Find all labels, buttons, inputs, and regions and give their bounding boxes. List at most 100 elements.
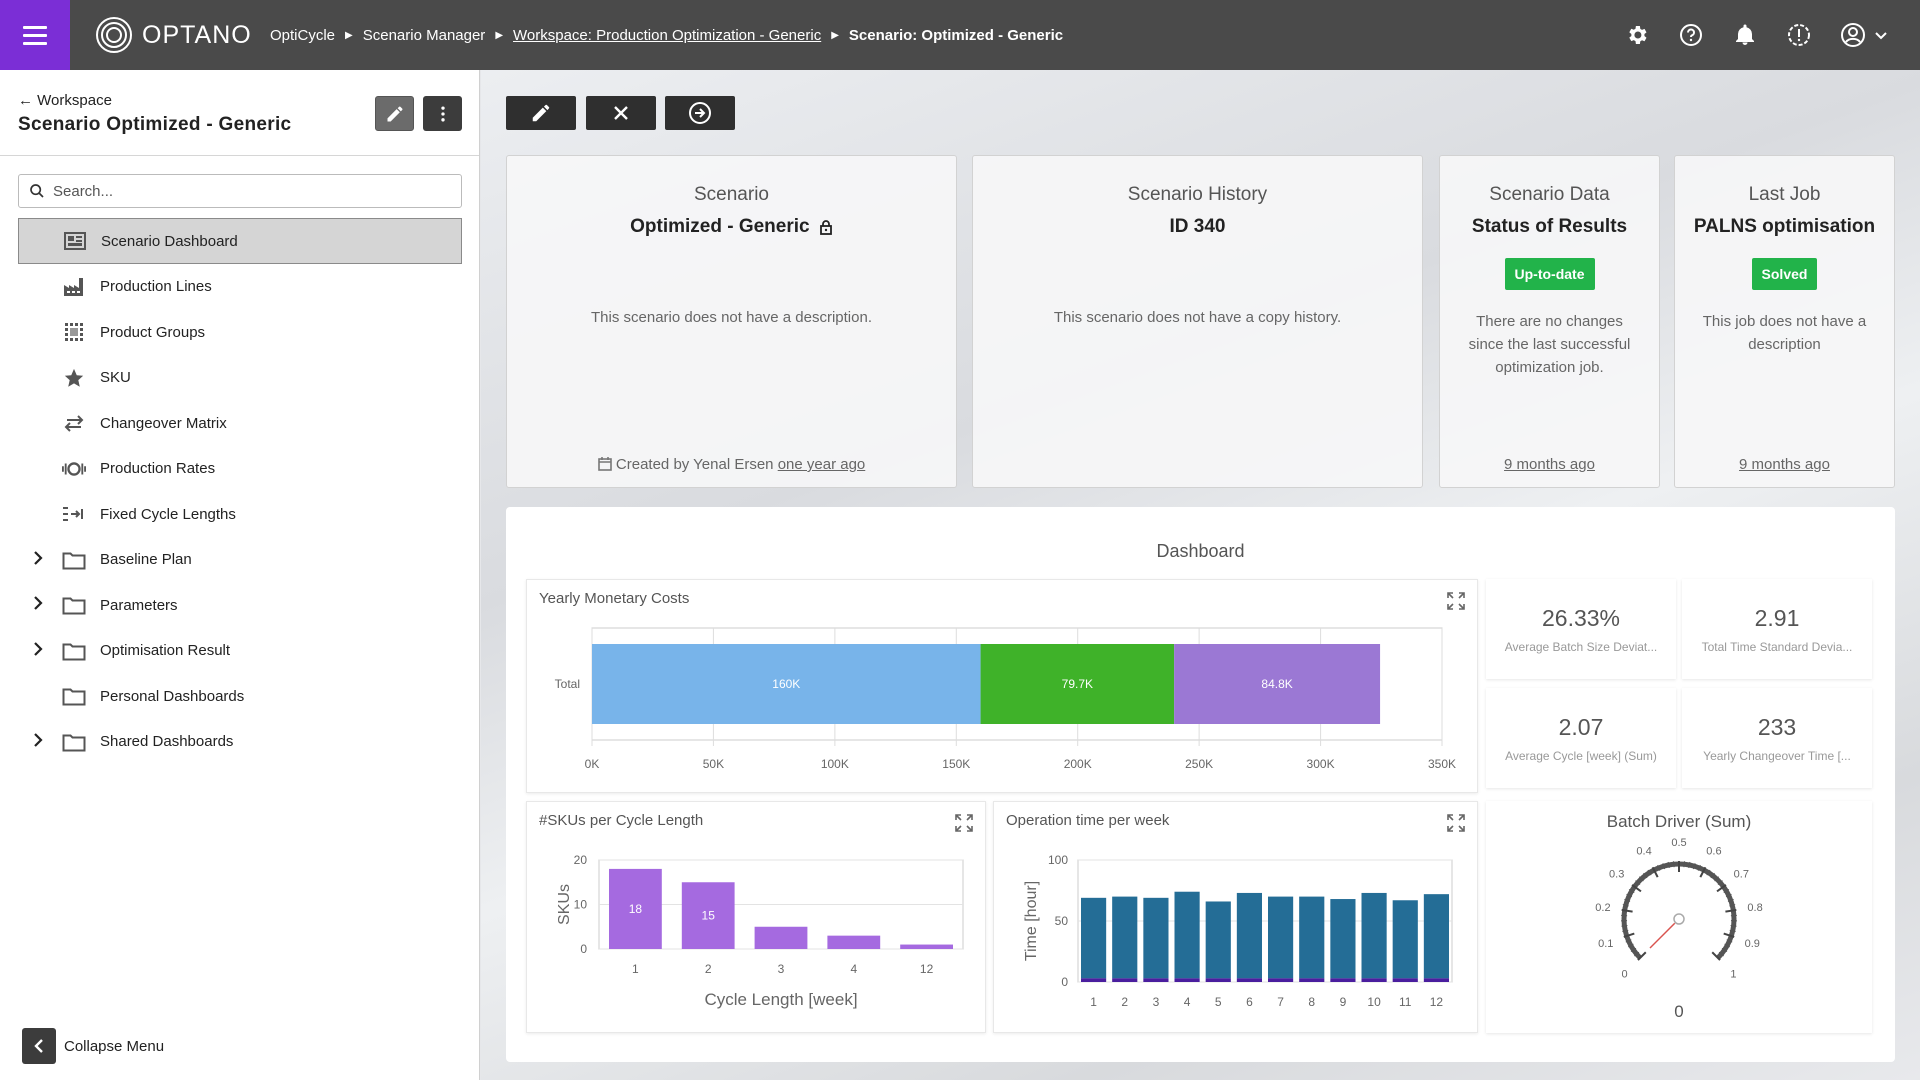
sidebar-item-fixed-cycle-lengths[interactable]: Fixed Cycle Lengths xyxy=(18,492,462,538)
sidebar-item-baseline-plan[interactable]: Baseline Plan xyxy=(18,537,462,583)
collapse-menu-label: Collapse Menu xyxy=(64,1037,165,1055)
x-tick-label: 3 xyxy=(1153,995,1160,1009)
more-vertical-icon xyxy=(440,106,445,121)
updated-time-link[interactable]: 9 months ago xyxy=(1504,456,1595,473)
bar xyxy=(1112,896,1138,979)
gauge-major-tick xyxy=(1711,951,1721,961)
card-value: ID 340 xyxy=(1169,216,1226,237)
gauge-major-tick xyxy=(1637,951,1647,961)
x-tick-label: 1 xyxy=(632,962,639,976)
breadcrumb-item[interactable]: Workspace: Production Optimization - Gen… xyxy=(513,26,822,44)
chevron-right-icon[interactable] xyxy=(30,596,46,614)
breadcrumb-current: Scenario: Optimized - Generic xyxy=(848,26,1064,44)
yearly-costs-panel: Yearly Monetary Costs 0K 50K 100K 150K 200K 2… xyxy=(526,579,1478,793)
delete-button[interactable] xyxy=(586,96,656,130)
skus-per-cycle-chart: 0 10 20 18 1 15 2 3 4 12 Cycle Length [week] SKUs xyxy=(556,853,964,1009)
bar xyxy=(1236,978,1262,982)
sidebar-item-parameters[interactable]: Parameters xyxy=(18,583,462,629)
logo[interactable]: OPTANO xyxy=(94,15,252,55)
bar xyxy=(1081,897,1107,979)
alert-icon[interactable] xyxy=(1786,22,1812,48)
gauge-tick-label: 0.9 xyxy=(1745,938,1760,950)
sidebar-item-personal-dashboards[interactable]: Personal Dashboards xyxy=(18,674,462,720)
status-badge: Up-to-date xyxy=(1504,258,1595,290)
rate-icon xyxy=(62,457,86,481)
bar xyxy=(1112,978,1138,982)
gauge-major-tick xyxy=(1716,884,1727,893)
card-description: This job does not have a description xyxy=(1675,310,1894,356)
search-field[interactable] xyxy=(18,174,462,208)
gauge-minor-tick xyxy=(1662,863,1665,870)
bar xyxy=(1143,978,1169,982)
sidebar-item-label: Product Groups xyxy=(100,323,206,341)
edit-scenario-button[interactable] xyxy=(375,96,414,131)
gauge-minor-tick xyxy=(1630,947,1637,953)
bar xyxy=(681,882,735,949)
kpi-label: Total Time Standard Devia... xyxy=(1701,640,1853,654)
edit-button[interactable] xyxy=(506,96,576,130)
back-to-workspace-link[interactable]: ← Workspace xyxy=(18,92,112,109)
x-tick-label: 1 xyxy=(1090,995,1097,1009)
x-tick-label: 150K xyxy=(942,757,970,771)
gauge-minor-tick xyxy=(1727,898,1734,902)
x-tick-label: 4 xyxy=(850,962,857,976)
x-tick-label: 11 xyxy=(1399,995,1412,1009)
sidebar-item-production-rates[interactable]: Production Rates xyxy=(18,446,462,492)
data-label: 79.7K xyxy=(1062,677,1093,691)
card-description: This scenario does not have a copy histo… xyxy=(1053,309,1342,326)
sidebar-item-sku[interactable]: SKU xyxy=(18,355,462,401)
chevron-right-icon[interactable] xyxy=(30,641,46,660)
scenario-history-card: Scenario History ID 340 This scenario do… xyxy=(972,155,1423,488)
x-tick-label: 300K xyxy=(1307,757,1335,771)
sidebar-item-product-groups[interactable]: Product Groups xyxy=(18,310,462,356)
y-axis-label: Time [hour] xyxy=(1023,881,1040,961)
kpi-label: Yearly Changeover Time [... xyxy=(1703,749,1851,763)
main-content: Scenario Optimized - Generic This scenar… xyxy=(481,70,1920,1080)
gauge-tick-label: 1 xyxy=(1730,968,1736,980)
gear-icon[interactable] xyxy=(1624,22,1650,48)
pencil-icon xyxy=(532,104,550,122)
account-icon[interactable] xyxy=(1840,22,1890,48)
expand-icon[interactable] xyxy=(955,814,973,832)
breadcrumb-item[interactable]: OptiCycle xyxy=(270,26,336,44)
job-time-link[interactable]: 9 months ago xyxy=(1739,456,1830,473)
chevron-right-icon[interactable] xyxy=(30,732,46,751)
run-button[interactable] xyxy=(665,96,735,130)
kpi-tile: 2.07 Average Cycle [week] (Sum) xyxy=(1486,688,1676,788)
expand-icon[interactable] xyxy=(1447,592,1465,610)
gauge-tick-label: 0.5 xyxy=(1671,837,1686,849)
sidebar-item-optimisation-result[interactable]: Optimisation Result xyxy=(18,628,462,674)
y-tick-label: 100 xyxy=(1048,853,1068,867)
logo-icon xyxy=(96,17,132,53)
help-icon[interactable] xyxy=(1678,22,1704,48)
scenario-name: Optimized - Generic xyxy=(630,216,810,237)
collapse-menu-button[interactable]: Collapse Menu xyxy=(22,1028,164,1064)
sidebar-item-shared-dashboards[interactable]: Shared Dashboards xyxy=(18,719,462,765)
expand-icon[interactable] xyxy=(1447,814,1465,832)
kpi-value: 2.07 xyxy=(1558,714,1604,740)
bar-segment xyxy=(592,644,981,724)
search-input[interactable] xyxy=(53,182,433,200)
bar xyxy=(1236,892,1262,979)
sidebar-item-scenario-dashboard[interactable]: Scenario Dashboard xyxy=(18,218,462,264)
caret-right-icon: ▶ xyxy=(831,29,839,41)
operation-time-panel: Operation time per week 0 50 100 1 2 3 4 5 6 7 8 9 1… xyxy=(993,801,1478,1033)
bell-icon[interactable] xyxy=(1732,22,1758,48)
y-axis-label: SKUs xyxy=(556,884,573,925)
sidebar-item-changeover-matrix[interactable]: Changeover Matrix xyxy=(18,401,462,447)
breadcrumb-item[interactable]: Scenario Manager xyxy=(362,26,486,44)
bar xyxy=(1205,978,1231,982)
card-value: Status of Results xyxy=(1471,216,1628,237)
created-time-link[interactable]: one year ago xyxy=(777,456,866,473)
bar xyxy=(1423,894,1449,979)
search-icon xyxy=(30,184,44,198)
y-tick-label: 0 xyxy=(580,942,587,956)
more-options-button[interactable] xyxy=(423,96,462,131)
chevron-right-icon[interactable] xyxy=(30,550,46,569)
sidebar-item-production-lines[interactable]: Production Lines xyxy=(18,264,462,310)
sidebar: ← Workspace Scenario Optimized - Generic… xyxy=(0,70,480,1080)
hamburger-menu-button[interactable] xyxy=(0,0,70,70)
cycle-length-icon xyxy=(62,502,86,526)
x-tick-label: 9 xyxy=(1340,995,1347,1009)
gauge-minor-tick xyxy=(1723,889,1730,893)
